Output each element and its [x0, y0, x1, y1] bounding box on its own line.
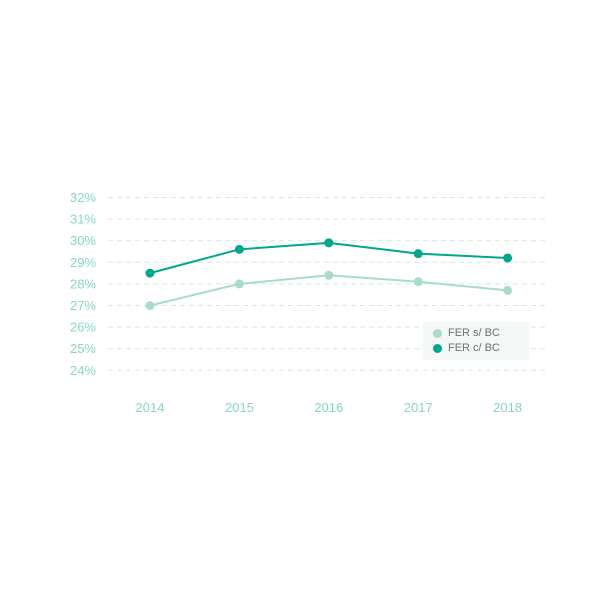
y-tick-label: 29%: [70, 255, 96, 270]
x-tick-label: 2017: [404, 400, 433, 415]
y-tick-label: 30%: [70, 233, 96, 248]
y-tick-label: 32%: [70, 190, 96, 205]
chart-legend: FER s/ BC FER c/ BC: [423, 322, 529, 360]
data-point-fer-s-bc-2016: [324, 270, 334, 280]
y-tick-label: 24%: [70, 363, 96, 378]
y-tick-label: 27%: [70, 298, 96, 313]
x-tick-label: 2016: [314, 400, 343, 415]
data-point-fer-c-bc-2017: [413, 249, 423, 259]
data-point-fer-s-bc-2017: [413, 277, 423, 287]
legend-label-fer-s-bc: FER s/ BC: [448, 327, 500, 339]
legend-dot-fer-c-bc-icon: [433, 344, 442, 353]
data-point-fer-c-bc-2014: [145, 268, 155, 278]
y-tick-label: 26%: [70, 320, 96, 335]
legend-dot-fer-s-bc-icon: [433, 329, 442, 338]
x-tick-label: 2014: [136, 400, 165, 415]
series-line-fer-c-bc: [149, 241, 509, 275]
data-point-fer-s-bc-2015: [234, 279, 244, 289]
legend-label-fer-c-bc: FER c/ BC: [448, 342, 500, 354]
y-tick-label: 31%: [70, 212, 96, 227]
y-tick-label: 25%: [70, 341, 96, 356]
x-tick-label: 2018: [493, 400, 522, 415]
y-tick-label: 28%: [70, 276, 96, 291]
data-point-fer-c-bc-2016: [324, 238, 334, 248]
data-point-fer-s-bc-2014: [145, 301, 155, 310]
data-point-fer-s-bc-2018: [503, 285, 513, 295]
legend-item-fer-c-bc[interactable]: FER c/ BC: [433, 341, 521, 356]
data-point-fer-c-bc-2018: [503, 253, 513, 263]
legend-item-fer-s-bc[interactable]: FER s/ BC: [433, 326, 521, 341]
x-tick-label: 2015: [225, 400, 254, 415]
series-line-fer-s-bc: [149, 274, 509, 307]
data-point-fer-c-bc-2015: [234, 244, 244, 254]
